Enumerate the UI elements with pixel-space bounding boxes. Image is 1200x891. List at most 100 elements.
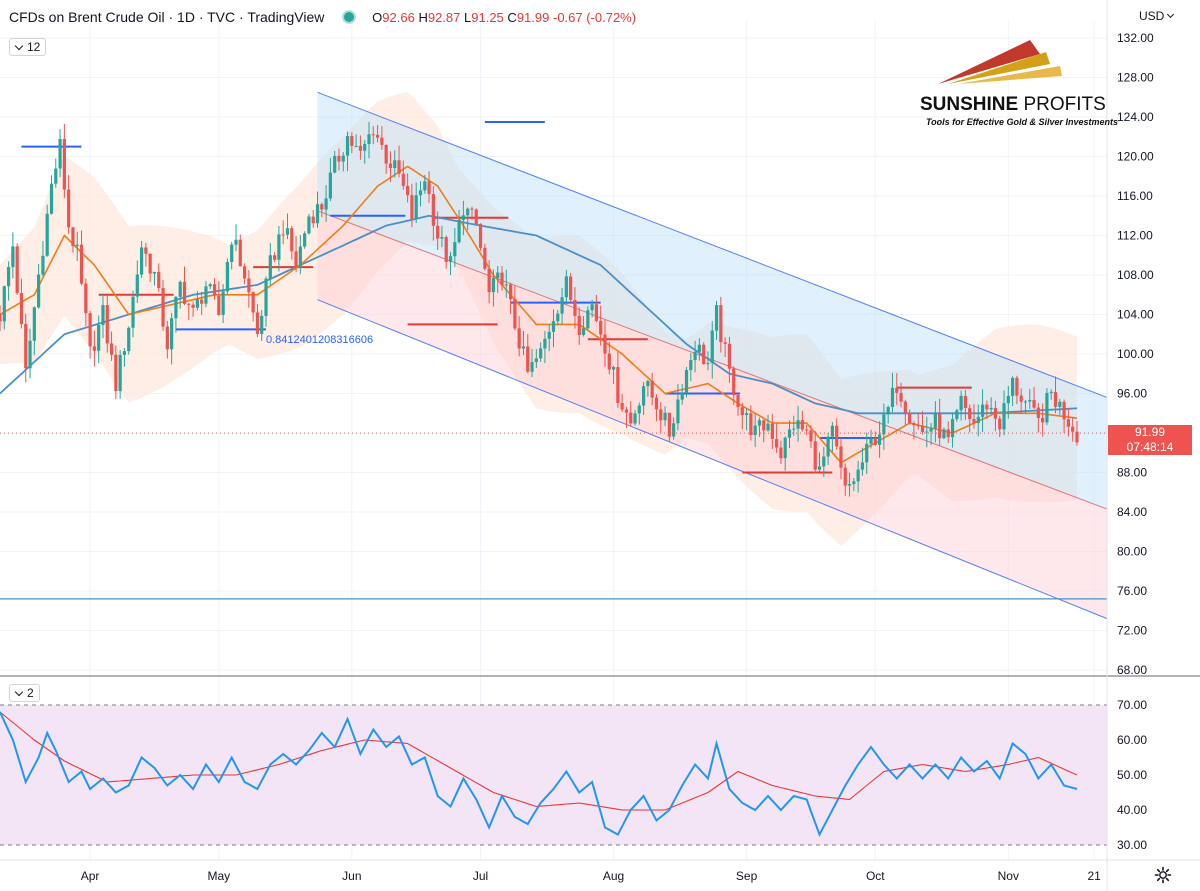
rsi-pane[interactable] — [0, 704, 1107, 846]
candle-body — [406, 185, 410, 196]
candle-body — [448, 256, 453, 262]
candle — [843, 463, 847, 496]
candle-body — [440, 237, 444, 239]
rsi-toggle-button[interactable]: 2 — [9, 684, 40, 702]
candle-body — [573, 299, 577, 316]
candle-body — [354, 145, 358, 147]
candle-body — [371, 134, 375, 136]
candle-body — [144, 247, 148, 254]
candle — [616, 351, 620, 408]
candle-body — [787, 429, 792, 438]
candle — [826, 433, 830, 465]
candle — [925, 416, 929, 448]
candle-body — [925, 431, 929, 433]
candle-body — [642, 386, 646, 406]
candle-body — [839, 446, 843, 468]
candle — [822, 447, 826, 477]
candle-body — [805, 429, 809, 431]
candle-body — [616, 367, 620, 403]
indicators-toggle-button[interactable]: 12 — [9, 38, 47, 56]
candle-body — [744, 413, 749, 416]
candle-body — [1006, 395, 1010, 404]
candle-body — [264, 278, 268, 316]
candle-body — [852, 481, 856, 485]
currency-selector[interactable]: USD — [1139, 9, 1175, 23]
chevron-down-icon — [14, 41, 24, 51]
candle-body — [719, 305, 723, 343]
candle — [191, 301, 195, 317]
candle — [581, 316, 586, 337]
candle-body — [989, 407, 993, 410]
candle-body — [766, 423, 770, 431]
candle — [345, 131, 350, 172]
candle-body — [603, 334, 607, 354]
price-pane[interactable] — [0, 91, 1108, 620]
candle-body — [1023, 401, 1028, 403]
candle — [496, 266, 500, 293]
candle-body — [2, 286, 6, 322]
candle-body — [242, 266, 247, 279]
candle-body — [92, 346, 96, 351]
candle — [311, 209, 315, 228]
candle-body — [470, 208, 474, 210]
candle-body — [877, 434, 882, 445]
open-value: 92.66 — [382, 10, 415, 25]
candle-body — [414, 195, 418, 219]
candle-body — [650, 381, 654, 398]
candle — [423, 175, 427, 194]
candle — [212, 278, 217, 300]
candle-body — [187, 303, 191, 305]
candle-body — [461, 215, 465, 220]
candle — [805, 424, 809, 436]
candle-body — [1045, 392, 1049, 423]
settings-gear-icon[interactable] — [1154, 866, 1172, 884]
candle — [67, 175, 71, 234]
candle — [157, 263, 161, 293]
candle-body — [792, 428, 796, 430]
ma-fast-line — [0, 165, 1078, 464]
open-label: O — [372, 10, 383, 25]
candle — [1019, 388, 1023, 414]
candle — [131, 290, 135, 338]
candle-body — [221, 291, 225, 315]
candle — [1049, 389, 1053, 400]
candle-body — [895, 387, 899, 393]
candle-body — [684, 370, 689, 394]
candle — [170, 312, 174, 365]
logo-name-rest: PROFITS — [1018, 94, 1106, 115]
sunshine-profits-logo: SUNSHINE PROFITS Tools for Effective Gol… — [920, 34, 1130, 134]
candle — [551, 309, 556, 348]
candle-body — [114, 354, 118, 392]
candle — [873, 431, 877, 446]
candle-body — [543, 338, 547, 349]
candle-body — [281, 234, 285, 236]
candle-body — [775, 439, 779, 448]
candle-body — [517, 328, 521, 349]
candle — [2, 285, 6, 330]
candle — [0, 305, 2, 332]
candle — [809, 425, 813, 448]
rsi-tick-label: 60.00 — [1117, 733, 1147, 747]
candle — [178, 280, 182, 309]
candle-body — [152, 271, 157, 274]
candle-body — [109, 343, 114, 355]
candle-body — [1049, 391, 1053, 393]
candle — [453, 227, 457, 267]
candle-body — [397, 160, 401, 174]
candle-body — [37, 274, 41, 308]
candle-body — [118, 354, 122, 392]
candle — [908, 409, 912, 425]
candle — [54, 158, 58, 188]
price-tick-label: 116.00 — [1117, 189, 1153, 203]
candle-body — [1028, 399, 1032, 402]
candle-body — [84, 283, 88, 314]
candle-body — [980, 404, 985, 417]
symbol-title[interactable]: CFDs on Brent Crude Oil · 1D · TVC · Tra… — [9, 9, 325, 25]
candle-body — [1062, 401, 1066, 420]
high-value: 92.87 — [427, 10, 461, 25]
candle — [393, 150, 397, 178]
candle — [560, 287, 564, 325]
candle-body — [290, 228, 294, 252]
candle — [337, 148, 341, 171]
